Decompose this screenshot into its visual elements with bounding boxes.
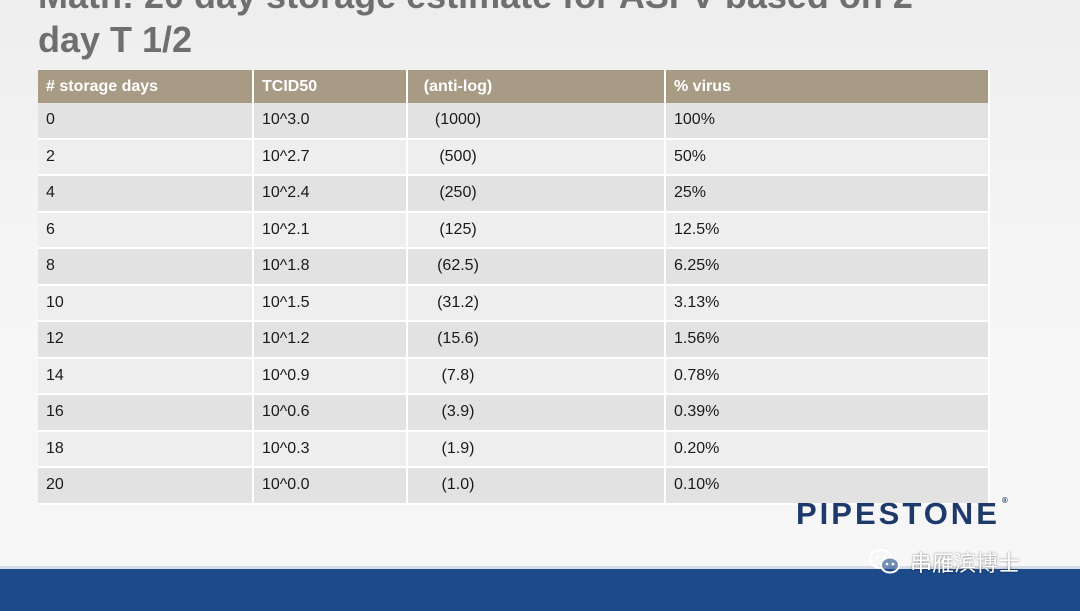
cell-virus-percent: 0.20% <box>665 430 990 468</box>
slide-title-line2: day T 1/2 <box>38 19 193 60</box>
cell-anti-log: (500) <box>407 138 666 176</box>
cell-storage-days: 18 <box>38 430 254 468</box>
cell-anti-log: (125) <box>407 211 666 249</box>
watermark: 串雁滨博士 <box>868 546 1020 578</box>
cell-virus-percent: 3.13% <box>665 284 990 322</box>
cell-virus-percent: 50% <box>665 138 990 176</box>
cell-anti-log: (1000) <box>407 103 666 140</box>
cell-storage-days: 0 <box>38 103 254 140</box>
cell-storage-days: 10 <box>38 284 254 322</box>
cell-tcid50: 10^0.9 <box>253 357 408 395</box>
cell-tcid50: 10^1.8 <box>253 248 408 286</box>
table-row: 12 10^1.2 (15.6) 1.56% <box>38 321 990 359</box>
cell-anti-log-value: (15.6) <box>437 330 479 348</box>
cell-anti-log: (3.9) <box>407 394 666 432</box>
cell-virus-percent: 12.5% <box>665 211 990 249</box>
cell-storage-days: 4 <box>38 175 254 213</box>
cell-tcid50: 10^3.0 <box>253 103 408 140</box>
cell-storage-days: 14 <box>38 357 254 395</box>
slide-title-line1: Math: 20 day storage estimate for ASFV b… <box>38 0 1048 18</box>
cell-anti-log-value: (7.8) <box>441 366 475 384</box>
cell-anti-log-value: (250) <box>439 184 477 202</box>
cell-tcid50: 10^0.0 <box>253 467 408 505</box>
cell-tcid50: 10^2.4 <box>253 175 408 213</box>
slide-title: Math: 20 day storage estimate for ASFV b… <box>38 0 1048 62</box>
table-row: 10 10^1.5 (31.2) 3.13% <box>38 284 990 322</box>
header-tcid50: TCID50 <box>253 70 408 103</box>
table-header-row: # storage days TCID50 (anti-log) % virus <box>38 70 990 103</box>
cell-tcid50: 10^2.1 <box>253 211 408 249</box>
cell-anti-log-value: (1000) <box>434 111 482 129</box>
cell-storage-days: 6 <box>38 211 254 249</box>
cell-virus-percent: 25% <box>665 175 990 213</box>
wechat-icon <box>869 549 900 574</box>
cell-anti-log-value: (31.2) <box>437 293 479 311</box>
cell-anti-log-value: (3.9) <box>441 403 475 421</box>
cell-storage-days: 2 <box>38 138 254 176</box>
cell-tcid50: 10^1.2 <box>253 321 408 359</box>
cell-storage-days: 12 <box>38 321 254 359</box>
cell-storage-days: 20 <box>38 467 254 505</box>
cell-virus-percent: 0.78% <box>665 357 990 395</box>
cell-tcid50: 10^1.5 <box>253 284 408 322</box>
cell-anti-log: (1.0) <box>407 467 666 505</box>
cell-storage-days: 16 <box>38 394 254 432</box>
table-row: 20 10^0.0 (1.0) 0.10% <box>38 467 990 505</box>
pipestone-logo: PIPESTONE ® <box>796 496 1008 532</box>
cell-virus-percent: 0.10% <box>665 467 990 505</box>
cell-tcid50: 10^0.6 <box>253 394 408 432</box>
cell-anti-log-value: (1.9) <box>441 439 475 457</box>
table-row: 6 10^2.1 (125) 12.5% <box>38 211 990 249</box>
header-anti-log-label: (anti-log) <box>423 77 493 95</box>
cell-virus-percent: 100% <box>665 103 990 140</box>
cell-anti-log: (1.9) <box>407 430 666 468</box>
cell-anti-log-value: (500) <box>439 147 477 165</box>
table-row: 14 10^0.9 (7.8) 0.78% <box>38 357 990 395</box>
cell-anti-log: (62.5) <box>407 248 666 286</box>
cell-anti-log-value: (62.5) <box>437 257 479 275</box>
table-row: 16 10^0.6 (3.9) 0.39% <box>38 394 990 432</box>
cell-anti-log-value: (125) <box>439 220 477 238</box>
cell-tcid50: 10^0.3 <box>253 430 408 468</box>
cell-anti-log-value: (1.0) <box>441 476 475 494</box>
cell-virus-percent: 6.25% <box>665 248 990 286</box>
cell-anti-log: (7.8) <box>407 357 666 395</box>
header-virus-percent: % virus <box>665 70 990 103</box>
watermark-text: 串雁滨博士 <box>910 552 1021 577</box>
cell-tcid50: 10^2.7 <box>253 138 408 176</box>
cell-anti-log: (15.6) <box>407 321 666 359</box>
table-row: 8 10^1.8 (62.5) 6.25% <box>38 248 990 286</box>
header-anti-log: (anti-log) <box>407 70 666 103</box>
storage-estimate-table: # storage days TCID50 (anti-log) % virus… <box>38 70 990 505</box>
cell-virus-percent: 1.56% <box>665 321 990 359</box>
cell-anti-log: (250) <box>407 175 666 213</box>
table-row: 2 10^2.7 (500) 50% <box>38 138 990 176</box>
cell-storage-days: 8 <box>38 248 254 286</box>
table-row: 0 10^3.0 (1000) 100% <box>38 103 990 140</box>
table-row: 18 10^0.3 (1.9) 0.20% <box>38 430 990 468</box>
table-row: 4 10^2.4 (250) 25% <box>38 175 990 213</box>
brand-name: PIPESTONE <box>796 496 1000 531</box>
registered-mark: ® <box>1001 496 1008 505</box>
cell-virus-percent: 0.39% <box>665 394 990 432</box>
cell-anti-log: (31.2) <box>407 284 666 322</box>
header-storage-days: # storage days <box>38 70 254 103</box>
footer-bar <box>0 566 1080 611</box>
